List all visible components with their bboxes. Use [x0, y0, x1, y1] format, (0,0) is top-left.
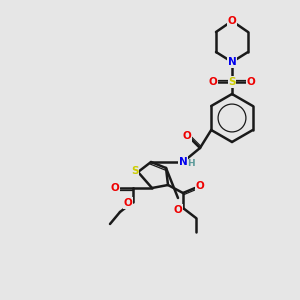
Text: O: O [111, 183, 119, 193]
Text: O: O [124, 198, 132, 208]
Text: O: O [174, 205, 182, 215]
Text: S: S [131, 166, 139, 176]
Text: O: O [208, 77, 217, 87]
Text: N: N [228, 57, 236, 67]
Text: N: N [178, 157, 188, 167]
Text: O: O [183, 131, 191, 141]
Text: S: S [228, 77, 236, 87]
Text: O: O [196, 181, 204, 191]
Text: O: O [228, 16, 236, 26]
Text: H: H [187, 158, 195, 167]
Text: O: O [247, 77, 255, 87]
